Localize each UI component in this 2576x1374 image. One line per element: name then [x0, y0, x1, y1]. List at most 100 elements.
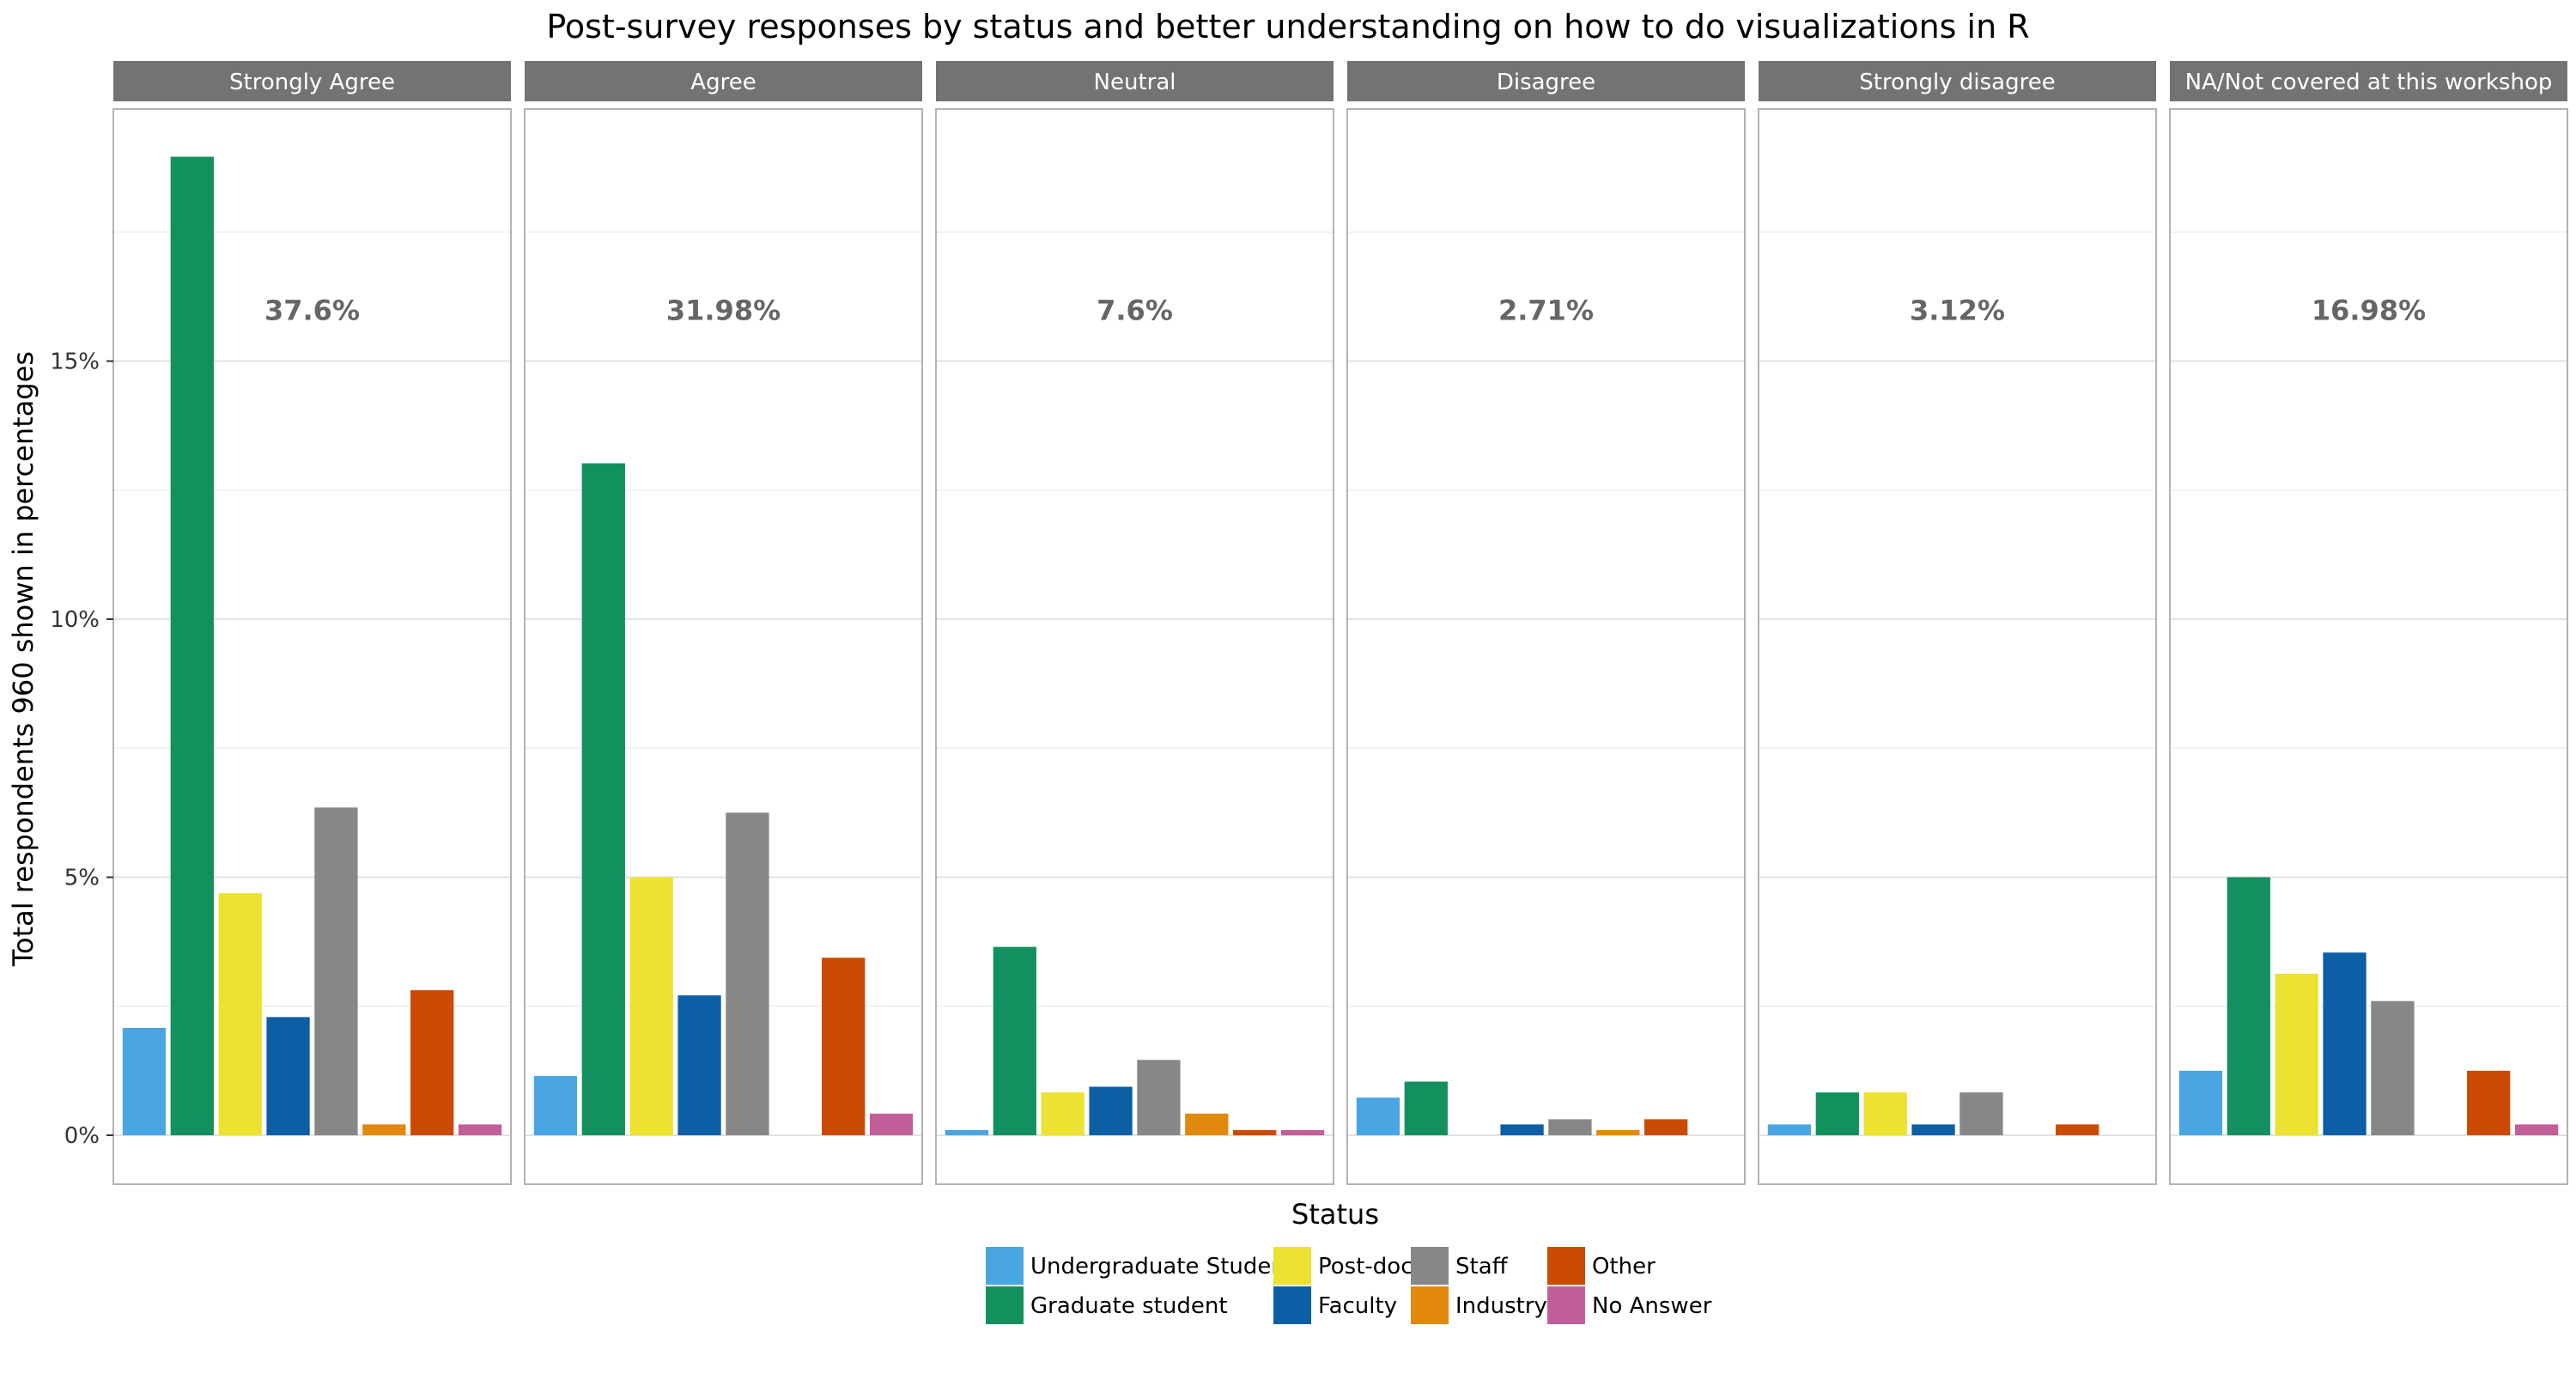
y-axis: 0% 5% 10% 15% — [50, 350, 113, 1149]
panel-border — [524, 108, 923, 1185]
facet-strip — [2170, 61, 2567, 101]
bar-staff — [314, 807, 358, 1135]
legend-swatch — [986, 1247, 1024, 1285]
bar-industry — [362, 1124, 406, 1135]
bar-undergraduate-student — [1356, 1097, 1400, 1135]
bar-other — [2056, 1124, 2099, 1135]
bar-no-answer — [1280, 1129, 1325, 1135]
legend-swatch — [1273, 1286, 1311, 1324]
y-tick-label: 10% — [50, 607, 100, 633]
bar-undergraduate-student — [2178, 1070, 2223, 1135]
y-tick-label: 15% — [50, 350, 100, 375]
facet-total-label: 7.6% — [1097, 294, 1173, 326]
facet-strip — [113, 61, 511, 101]
bar-other — [1233, 1129, 1277, 1135]
bar-undergraduate-student — [122, 1027, 167, 1135]
legend-label: No Answer — [1592, 1293, 1712, 1319]
bar-post-doc — [1041, 1092, 1084, 1135]
bar-staff — [726, 812, 769, 1135]
facet-panel: Neutral 7.6% — [935, 61, 1334, 1185]
facet-panel: Strongly disagree 3.12% — [1758, 61, 2157, 1185]
bar-graduate-student — [581, 463, 625, 1135]
bar-other — [410, 990, 454, 1135]
bar-faculty — [1500, 1124, 1544, 1135]
legend-item: Faculty — [1273, 1286, 1397, 1324]
facet-total-label: 2.71% — [1498, 294, 1594, 326]
bar-graduate-student — [1404, 1081, 1448, 1135]
facet-total-label: 31.98% — [666, 294, 781, 326]
legend: Undergraduate Student Graduate student Pos… — [986, 1247, 1712, 1324]
legend-item: Other — [1547, 1247, 1656, 1285]
legend-label: Faculty — [1318, 1293, 1397, 1319]
bar-staff — [2371, 1000, 2415, 1135]
y-tick-label: 0% — [64, 1123, 100, 1149]
bar-no-answer — [2514, 1124, 2559, 1135]
facet-panel: Strongly Agree 37.6% — [112, 61, 512, 1185]
facet-strip-label: Disagree — [1497, 70, 1595, 95]
legend-item: Graduate student — [986, 1286, 1228, 1324]
facet-strip-label: NA/Not covered at this workshop — [2185, 70, 2553, 95]
bar-faculty — [2323, 952, 2366, 1135]
panel-background — [1759, 109, 2156, 1184]
bar-staff — [1137, 1060, 1181, 1135]
bar-other — [1644, 1119, 1688, 1135]
bar-faculty — [1911, 1124, 1955, 1135]
chart-title: Post-survey responses by status and bett… — [546, 8, 2029, 46]
legend-label: Other — [1592, 1254, 1656, 1280]
legend-label: Undergraduate Student — [1030, 1254, 1294, 1280]
legend-label: Post-doc — [1318, 1254, 1413, 1280]
legend-label: Industry — [1455, 1293, 1547, 1319]
bar-faculty — [1089, 1086, 1133, 1135]
bar-undergraduate-student — [1767, 1124, 1812, 1135]
legend-swatch — [1547, 1286, 1585, 1324]
bar-post-doc — [218, 893, 262, 1135]
facet-strip — [1759, 61, 2156, 101]
facet-panel: Agree 31.98% — [524, 61, 923, 1185]
panel-border — [2169, 108, 2568, 1185]
legend-swatch — [986, 1286, 1024, 1324]
bar-staff — [1548, 1119, 1592, 1135]
facet-panel: Disagree 2.71% — [1346, 61, 1746, 1185]
y-axis-title: Total respondents 960 shown in percentag… — [7, 351, 39, 967]
bar-graduate-student — [993, 946, 1036, 1135]
bar-other — [2467, 1070, 2511, 1135]
bar-faculty — [677, 995, 721, 1135]
facet-strip-label: Neutral — [1094, 70, 1176, 95]
legend-swatch — [1411, 1286, 1449, 1324]
legend-swatch — [1273, 1247, 1311, 1285]
facet-strip — [1347, 61, 1745, 101]
facet-strip — [936, 61, 1334, 101]
facet-strip-label: Strongly Agree — [229, 70, 395, 95]
legend-item: Post-doc — [1273, 1247, 1413, 1285]
facet-strip-label: Agree — [690, 70, 756, 95]
bar-post-doc — [1863, 1092, 1907, 1135]
panel-border — [935, 108, 1334, 1185]
bar-undergraduate-student — [533, 1075, 578, 1135]
bar-no-answer — [458, 1124, 502, 1135]
bar-graduate-student — [2227, 877, 2270, 1135]
legend-item: Staff — [1411, 1247, 1509, 1285]
bar-post-doc — [629, 877, 673, 1135]
x-axis-title: Status — [1291, 1198, 1379, 1231]
legend-label: Graduate student — [1030, 1293, 1228, 1319]
panel-border — [112, 108, 512, 1185]
panel-background — [1347, 109, 1745, 1184]
facet-total-label: 16.98% — [2312, 294, 2426, 326]
facet-strip — [525, 61, 922, 101]
facet-panels: Strongly Agree 37.6% Agree 31.98% Neutral 7.6… — [112, 61, 2568, 1185]
bar-graduate-student — [170, 156, 214, 1135]
facet-panel: NA/Not covered at this workshop 16.98% — [2169, 61, 2568, 1185]
panel-border — [1346, 108, 1746, 1185]
facet-total-label: 3.12% — [1910, 294, 2005, 326]
bar-faculty — [266, 1017, 310, 1135]
bar-graduate-student — [1815, 1092, 1859, 1135]
legend-label: Staff — [1455, 1254, 1509, 1280]
bar-industry — [1185, 1113, 1229, 1135]
legend-swatch — [1411, 1247, 1449, 1285]
y-tick-label: 5% — [64, 866, 100, 891]
bar-other — [822, 958, 866, 1135]
bar-undergraduate-student — [945, 1129, 989, 1135]
legend-item: No Answer — [1547, 1286, 1712, 1324]
facet-total-label: 37.6% — [264, 294, 360, 326]
